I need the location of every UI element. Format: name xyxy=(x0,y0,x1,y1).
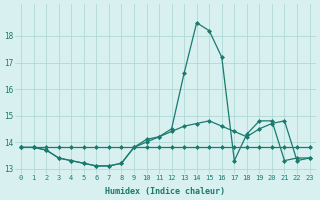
X-axis label: Humidex (Indice chaleur): Humidex (Indice chaleur) xyxy=(105,187,225,196)
